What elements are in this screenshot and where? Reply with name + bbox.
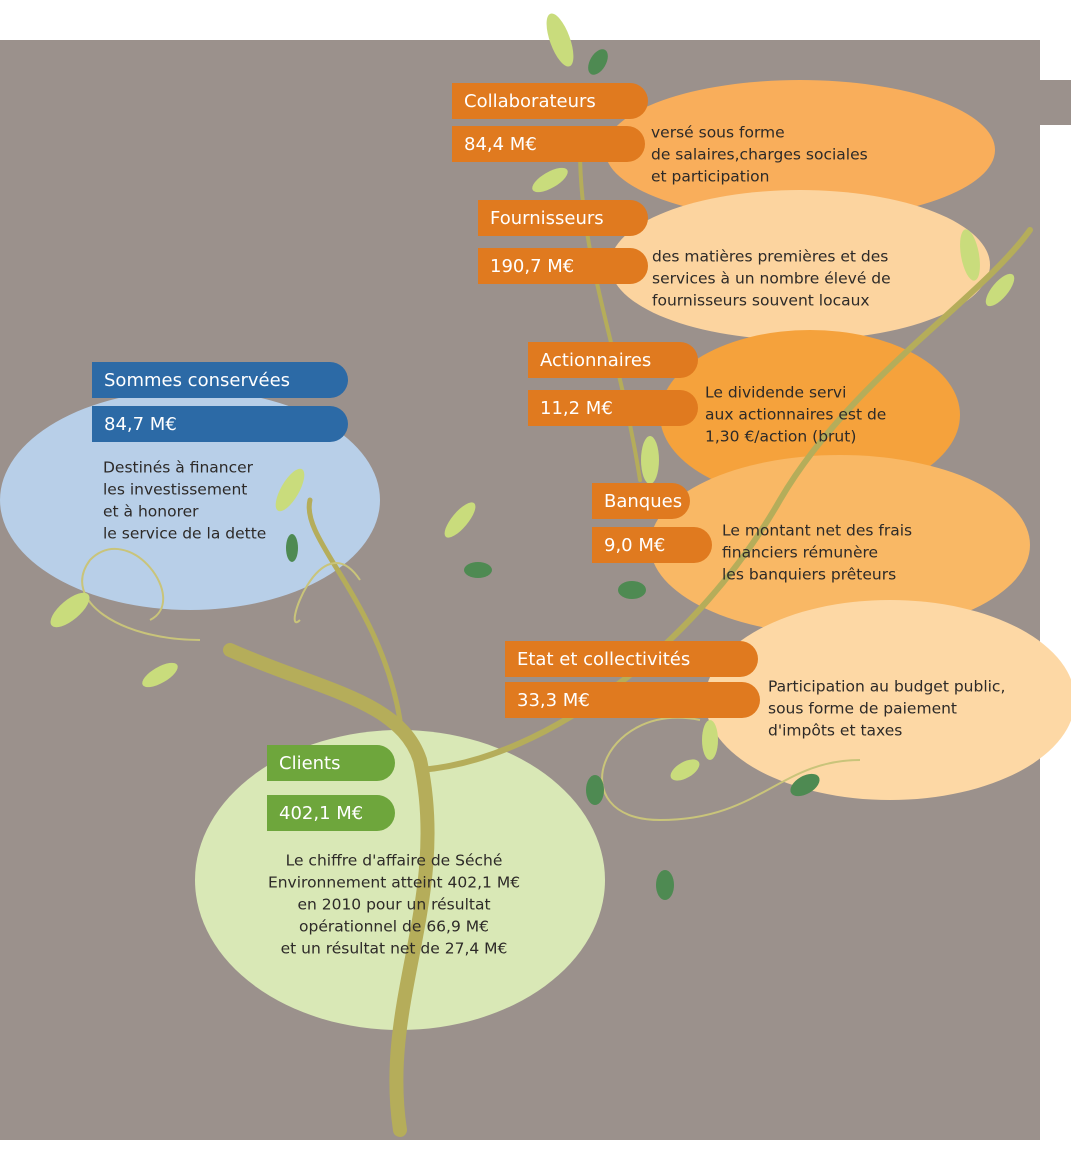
description-line: Le montant net des frais — [722, 522, 912, 540]
node-amount: 402,1 M€ — [279, 803, 363, 824]
node-amount: 33,3 M€ — [517, 690, 590, 711]
description-line: le service de la dette — [103, 525, 266, 543]
description-line: versé sous forme — [651, 124, 785, 142]
description-line: Environnement atteint 402,1 M€ — [268, 874, 520, 892]
node-amount: 9,0 M€ — [604, 535, 665, 556]
node-label: Actionnaires — [540, 350, 651, 371]
description-line: opérationnel de 66,9 M€ — [299, 918, 489, 936]
description-line: Destinés à financer — [103, 459, 254, 477]
description-line: en 2010 pour un résultat — [297, 896, 490, 914]
node-amount: 84,7 M€ — [104, 414, 177, 435]
description-line: des matières premières et des — [652, 248, 888, 266]
tab — [1040, 80, 1071, 125]
description-line: d'impôts et taxes — [768, 722, 902, 740]
description-line: sous forme de paiement — [768, 700, 957, 718]
description-line: de salaires,charges sociales — [651, 146, 868, 164]
description-line: et un résultat net de 27,4 M€ — [281, 940, 508, 958]
node-label: Fournisseurs — [490, 208, 604, 229]
description-line: les banquiers prêteurs — [722, 566, 896, 584]
description-line: 1,30 €/action (brut) — [705, 428, 856, 446]
description-line: Participation au budget public, — [768, 678, 1005, 696]
node-label: Banques — [604, 491, 682, 512]
description-line: financiers rémunère — [722, 544, 878, 562]
node-amount: 84,4 M€ — [464, 134, 537, 155]
description-line: les investissement — [103, 481, 247, 499]
node-amount: 11,2 M€ — [540, 398, 613, 419]
description-line: Le dividende servi — [705, 384, 846, 402]
node-amount: 190,7 M€ — [490, 256, 574, 277]
description-line: et participation — [651, 168, 770, 186]
description-line: et à honorer — [103, 503, 199, 521]
node-label: Clients — [279, 753, 341, 774]
infographic: Collaborateurs 84,4 M€ versé sous forme de … — [0, 0, 1071, 1145]
description-line: services à un nombre élevé de — [652, 270, 891, 288]
node-label: Collaborateurs — [464, 91, 596, 112]
node-label: Sommes conservées — [104, 370, 290, 391]
description-line: Le chiffre d'affaire de Séché — [286, 852, 503, 870]
description-line: aux actionnaires est de — [705, 406, 886, 424]
node-label: Etat et collectivités — [517, 649, 690, 670]
description-line: fournisseurs souvent locaux — [652, 292, 870, 310]
